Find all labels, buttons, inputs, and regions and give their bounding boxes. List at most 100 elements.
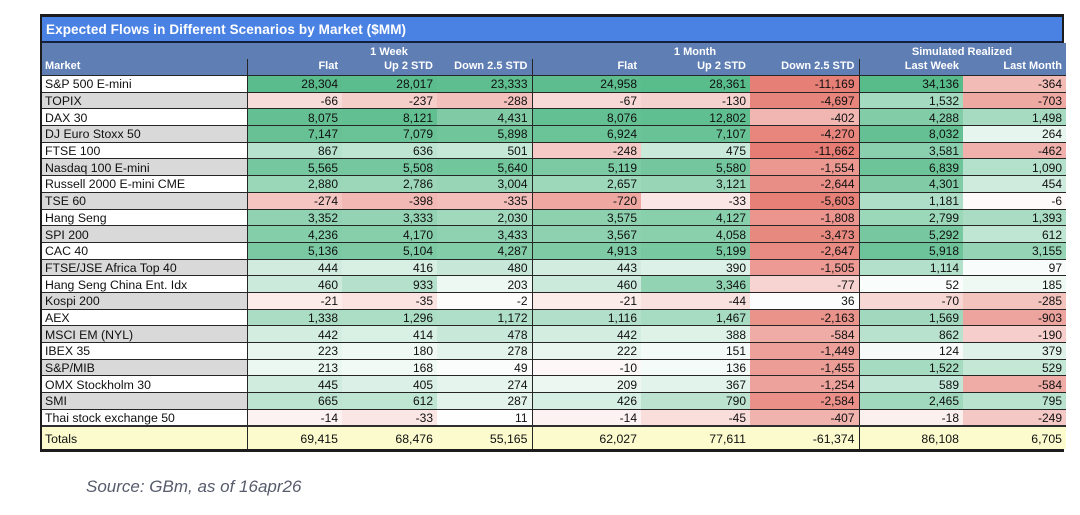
value-cell: 1,114 [859, 258, 963, 276]
market-cell: IBEX 35 [42, 342, 248, 360]
table-row: CAC 40 5,136 5,104 4,287 4,913 5,199 -2,647 5,9… [42, 241, 1067, 260]
value-cell: 5,508 [342, 158, 437, 176]
market-cell: Nasdaq 100 E-mini [42, 158, 248, 176]
group-header-spacer [42, 43, 247, 59]
value-cell: 501 [437, 141, 533, 159]
value-cell: -66 [247, 91, 342, 109]
value-cell: 24,958 [532, 75, 641, 93]
value-cell: 209 [532, 375, 641, 393]
value-cell: -21 [247, 291, 342, 310]
value-cell: 1,393 [963, 208, 1067, 226]
value-cell: -10 [532, 358, 641, 376]
market-cell: Hang Seng China Ent. Idx [42, 275, 248, 293]
value-cell: -33 [641, 191, 750, 209]
table-row: DAX 30 8,075 8,121 4,431 8,076 12,802 -402 4,28… [42, 108, 1067, 126]
totals-value: -61,374 [750, 425, 860, 450]
column-header-up-2-std: Up 2 STD [342, 59, 437, 76]
value-cell: 6,839 [859, 158, 963, 176]
value-cell: 5,580 [641, 158, 750, 176]
value-cell: 180 [342, 342, 437, 360]
totals-value: 69,415 [247, 425, 342, 450]
value-cell: 136 [641, 358, 750, 376]
value-cell: 444 [247, 258, 342, 276]
value-cell: -720 [532, 191, 641, 209]
value-cell: 5,640 [437, 158, 533, 176]
value-cell: 3,433 [437, 225, 533, 243]
value-cell: 388 [641, 325, 750, 343]
value-cell: -1,505 [750, 258, 860, 276]
value-cell: -5,603 [750, 191, 860, 209]
value-cell: -45 [641, 408, 750, 427]
value-cell: 213 [247, 358, 342, 376]
value-cell: -364 [963, 75, 1067, 93]
value-cell: 5,199 [641, 241, 750, 260]
value-cell: 795 [963, 392, 1067, 410]
value-cell: -1,808 [750, 208, 860, 226]
value-cell: 1,532 [859, 91, 963, 109]
value-cell: 367 [641, 375, 750, 393]
value-cell: 1,338 [247, 308, 342, 326]
value-cell: 12,802 [641, 108, 750, 126]
value-cell: 612 [963, 225, 1067, 243]
value-cell: -407 [750, 408, 860, 427]
table-row: IBEX 35 223 180 278 222 151 -1,449 124 379 [42, 342, 1067, 360]
value-cell: 862 [859, 325, 963, 343]
value-cell: 5,918 [859, 241, 963, 260]
totals-value: 77,611 [641, 425, 750, 450]
value-cell: 168 [342, 358, 437, 376]
value-cell: 636 [342, 141, 437, 159]
value-cell: 2,786 [342, 175, 437, 193]
market-cell: OMX Stockholm 30 [42, 375, 248, 393]
value-cell: 185 [963, 275, 1067, 293]
value-cell: 5,136 [247, 241, 342, 260]
value-cell: 203 [437, 275, 533, 293]
value-cell: 8,075 [247, 108, 342, 126]
value-cell: 460 [532, 275, 641, 293]
table-row: SPI 200 4,236 4,170 3,433 3,567 4,058 -3,473 5,… [42, 225, 1067, 243]
column-header-up-2-std: Up 2 STD [641, 59, 750, 76]
table-row: DJ Euro Stoxx 50 7,147 7,079 5,898 6,924 7,10… [42, 125, 1067, 143]
value-cell: -274 [247, 191, 342, 209]
value-cell: -35 [342, 291, 437, 310]
value-cell: 460 [247, 275, 342, 293]
value-cell: -4,270 [750, 125, 860, 143]
value-cell: 36 [750, 291, 860, 310]
value-cell: 5,104 [342, 241, 437, 260]
value-cell: -288 [437, 91, 533, 109]
header-group-row: 1 Week 1 Month Simulated Realized [42, 43, 1067, 59]
value-cell: 222 [532, 342, 641, 360]
value-cell: 151 [641, 342, 750, 360]
value-cell: 445 [247, 375, 342, 393]
value-cell: 278 [437, 342, 533, 360]
value-cell: 7,147 [247, 125, 342, 143]
table-row: Nasdaq 100 E-mini 5,565 5,508 5,640 5,119 5,5… [42, 158, 1067, 176]
value-cell: 405 [342, 375, 437, 393]
value-cell: -2 [437, 291, 533, 310]
totals-value: 68,476 [342, 425, 437, 450]
value-cell: -285 [963, 291, 1067, 310]
value-cell: 4,236 [247, 225, 342, 243]
market-cell: Kospi 200 [42, 291, 248, 310]
table-row: MSCI EM (NYL) 442 414 478 442 388 -584 862 -190 [42, 325, 1067, 343]
column-header-last-month: Last Month [963, 59, 1067, 76]
value-cell: -237 [342, 91, 437, 109]
value-cell: 443 [532, 258, 641, 276]
value-cell: 442 [532, 325, 641, 343]
market-cell: DJ Euro Stoxx 50 [42, 125, 248, 143]
table-title: Expected Flows in Different Scenarios by… [42, 17, 1062, 43]
value-cell: 1,181 [859, 191, 963, 209]
value-cell: 264 [963, 125, 1067, 143]
value-cell: 8,121 [342, 108, 437, 126]
value-cell: 5,898 [437, 125, 533, 143]
column-header-down-2-5-std: Down 2.5 STD [750, 59, 860, 76]
value-cell: 5,119 [532, 158, 641, 176]
value-cell: -1,254 [750, 375, 860, 393]
value-cell: 414 [342, 325, 437, 343]
value-cell: 11 [437, 408, 533, 427]
market-cell: MSCI EM (NYL) [42, 325, 248, 343]
value-cell: -2,647 [750, 241, 860, 260]
market-cell: S&P 500 E-mini [42, 75, 248, 93]
value-cell: 867 [247, 141, 342, 159]
market-cell: DAX 30 [42, 108, 248, 126]
value-cell: -1,449 [750, 342, 860, 360]
